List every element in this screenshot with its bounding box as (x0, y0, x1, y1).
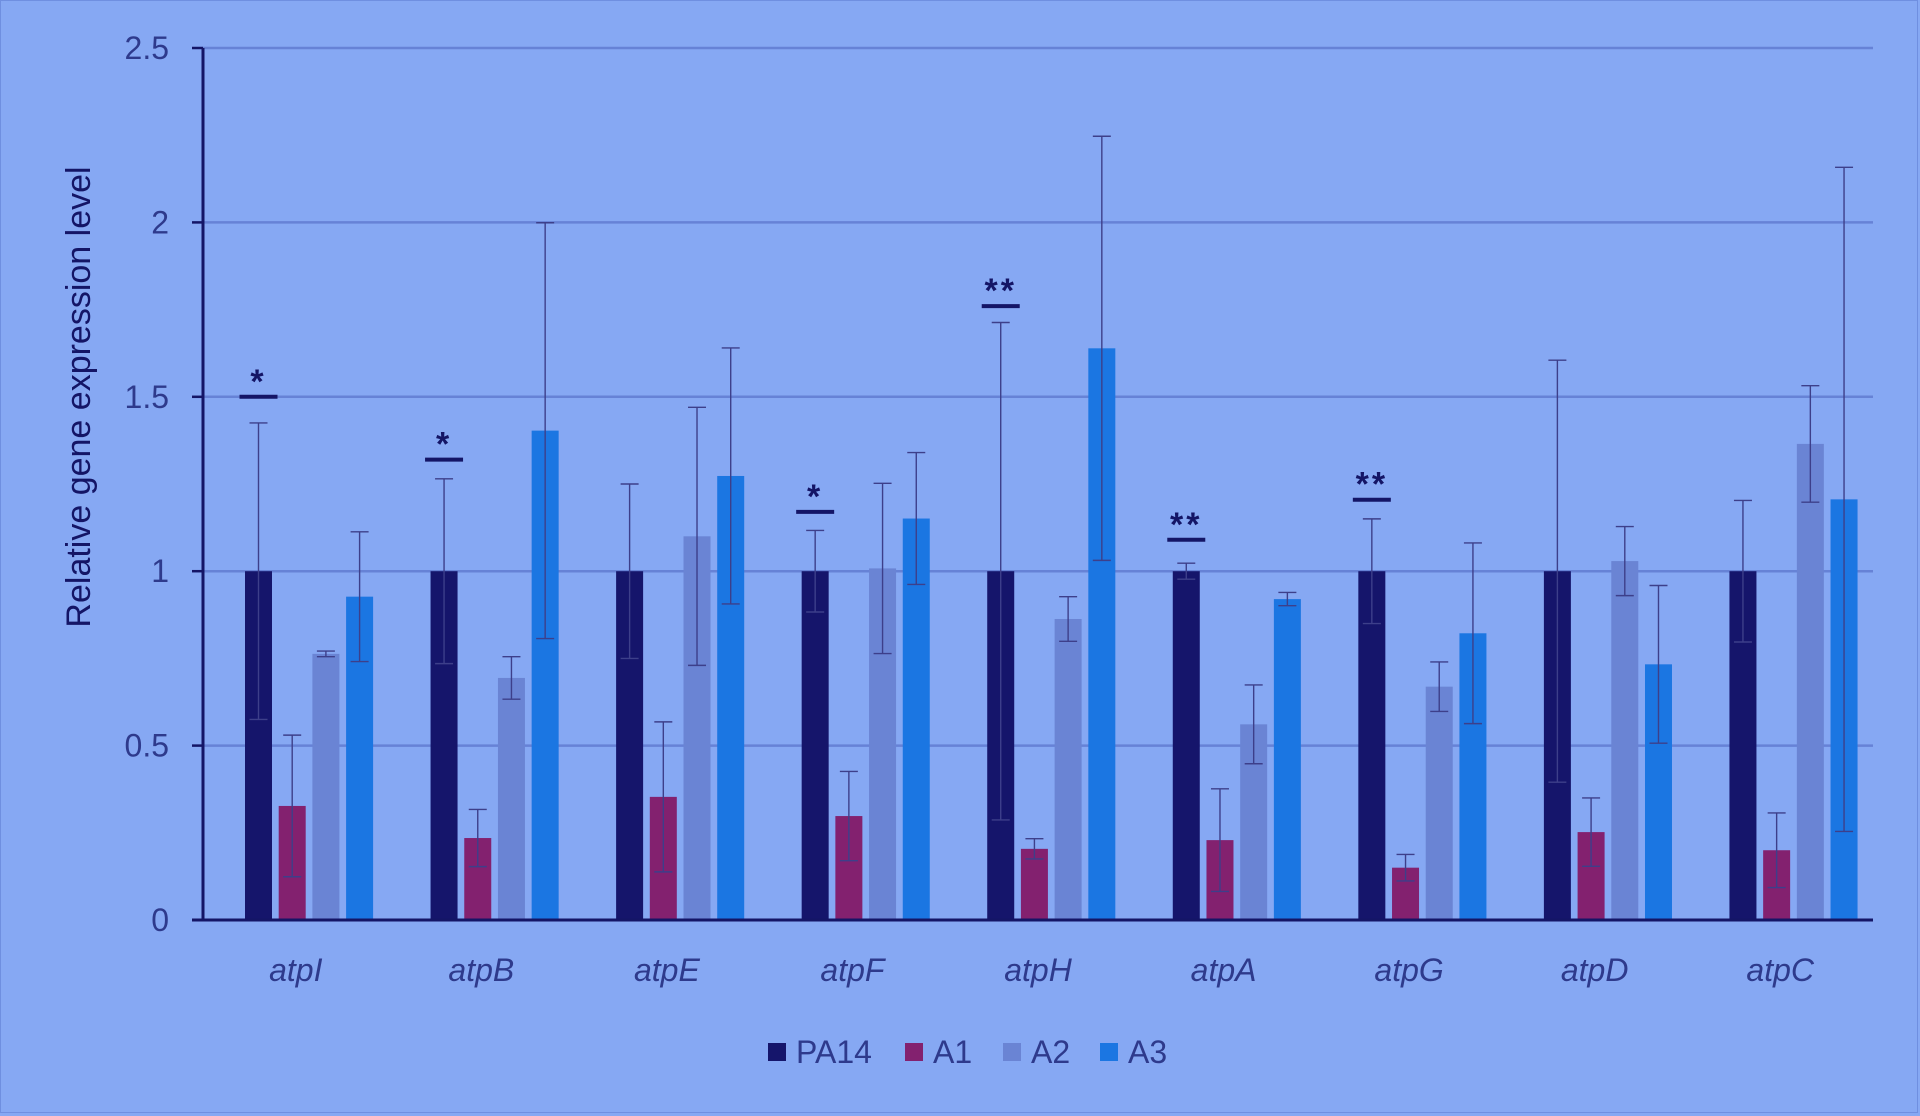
bar-a2-atpg (1425, 686, 1453, 920)
x-tick-label: atpA (1191, 952, 1257, 988)
bar-a2-atpc (1796, 443, 1824, 920)
significance-marker: ** (1170, 506, 1202, 544)
legend-swatch-a3 (1100, 1043, 1118, 1061)
grid-lines (203, 46, 1873, 747)
y-tick-label: 0.5 (125, 728, 169, 764)
x-tick-label: atpC (1746, 952, 1814, 988)
y-tick-label: 2 (151, 204, 169, 240)
significance-marker: ** (1356, 466, 1388, 504)
legend-label-a3: A3 (1128, 1034, 1167, 1070)
x-tick-label: atpH (1004, 952, 1072, 988)
x-tick-label: atpI (269, 952, 322, 988)
bar-a3-atpf (902, 518, 930, 920)
y-tick-label: 1 (151, 553, 169, 589)
y-tick-label: 0 (151, 902, 169, 938)
bar-pa14-atpg (1358, 571, 1386, 920)
bar-a3-atpa (1273, 599, 1301, 920)
bar-pa14-atpf (801, 571, 829, 920)
legend-label-a2: A2 (1031, 1034, 1070, 1070)
bar-pa14-atpa (1172, 571, 1200, 920)
bar-a2-atpi (312, 653, 340, 920)
y-axis-title: Relative gene expression level (60, 166, 98, 627)
legend-swatch-a1 (905, 1043, 923, 1061)
legend-label-pa14: PA14 (796, 1034, 872, 1070)
error-bars (249, 135, 1854, 893)
bar-a1-atph (1020, 848, 1048, 920)
bar-a2-atpb (497, 677, 525, 920)
significance-annotations: ********* (239, 272, 1391, 544)
significance-marker: * (807, 478, 823, 516)
x-tick-label: atpB (448, 952, 514, 988)
legend-label-a1: A1 (933, 1034, 972, 1070)
x-tick-label: atpE (634, 952, 700, 988)
bar-a2-atpd (1611, 561, 1639, 920)
significance-marker: * (436, 426, 452, 464)
legend-swatch-a2 (1003, 1043, 1021, 1061)
x-tick-label: atpG (1374, 952, 1443, 988)
x-tick-label: atpD (1561, 952, 1629, 988)
bar-a2-atph (1054, 618, 1082, 920)
axes: 0 0.5 1 1.5 2 2.5 atpI atpB atpE atpF atpH atpA atpG… (125, 30, 1873, 988)
x-tick-label: atpF (820, 952, 886, 988)
legend: PA14 A1 A2 A3 (768, 1034, 1167, 1070)
y-tick-label: 1.5 (125, 379, 169, 415)
significance-marker: * (250, 363, 266, 401)
y-tick-label: 2.5 (125, 30, 169, 66)
bars (245, 348, 1858, 921)
legend-swatch-pa14 (768, 1043, 786, 1061)
significance-marker: ** (984, 272, 1016, 310)
